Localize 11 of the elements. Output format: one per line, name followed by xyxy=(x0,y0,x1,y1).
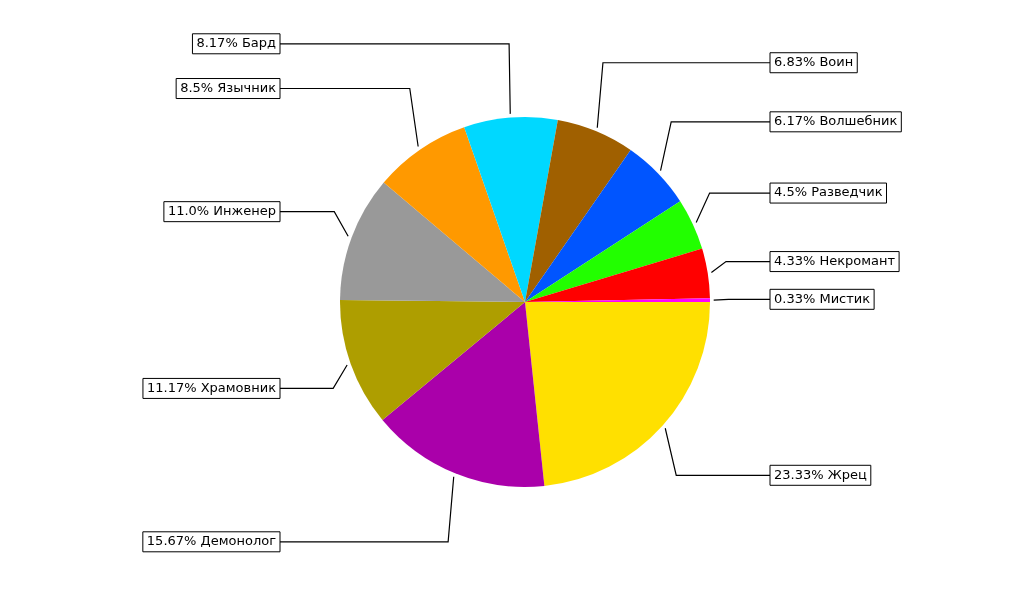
slice-label: 6.83% Воин xyxy=(774,54,854,70)
slice-label: 11.17% Храмовник xyxy=(146,379,277,395)
slice-label: 4.5% Разведчик xyxy=(774,184,883,200)
slice-label: 8.5% Язычник xyxy=(180,79,277,95)
slice-label: 6.17% Волшебник xyxy=(774,113,898,129)
slice-label: 11.0% Инженер xyxy=(167,203,277,219)
slice-label: 23.33% Жрец xyxy=(774,466,867,482)
slice-label: 0.33% Мистик xyxy=(774,290,871,306)
slice-label: 15.67% Демонолог xyxy=(146,533,277,549)
slice-label: 8.17% Бард xyxy=(196,35,277,51)
slice-label: 4.33% Некромант xyxy=(774,252,896,268)
